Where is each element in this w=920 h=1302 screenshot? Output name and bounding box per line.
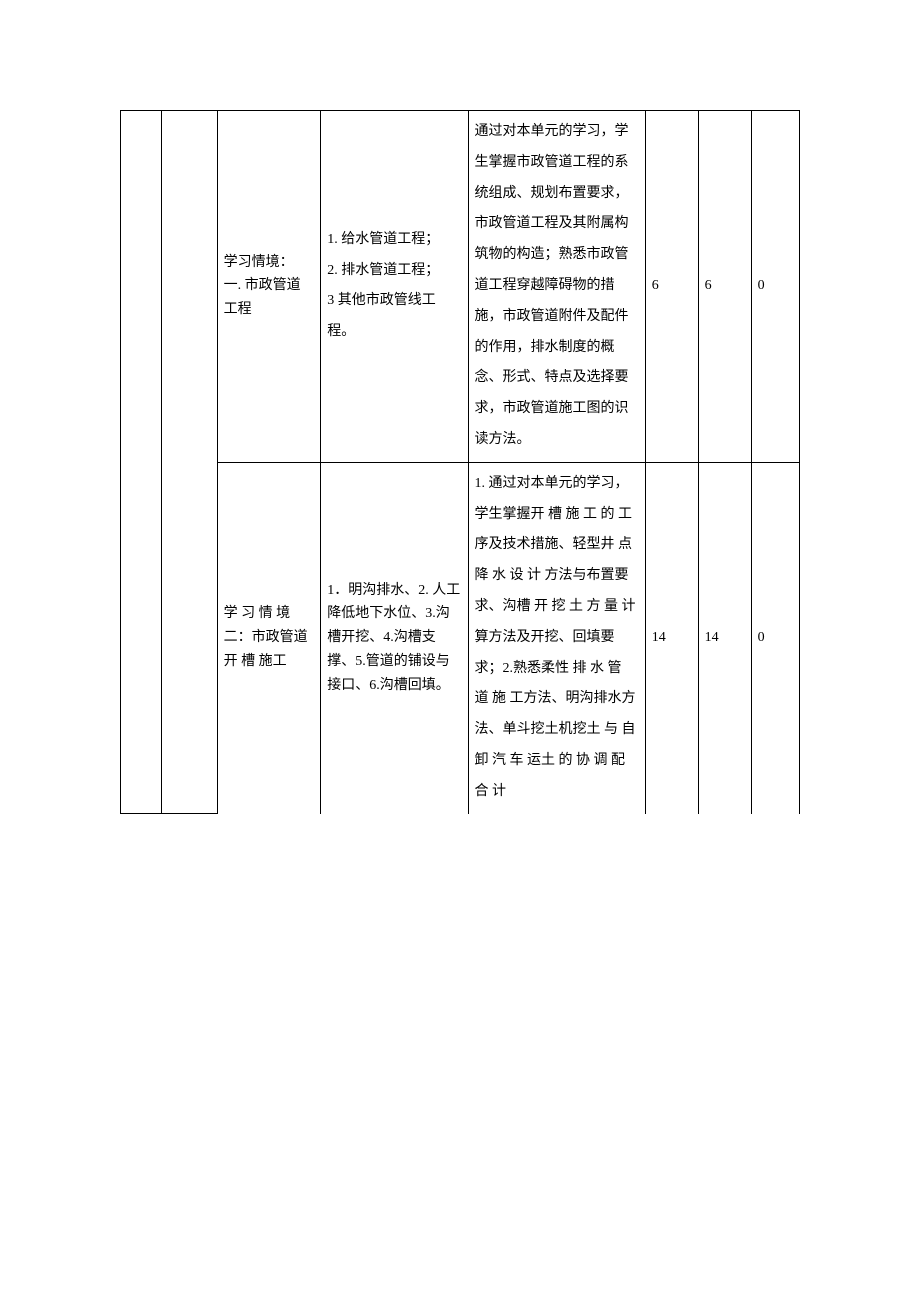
hours-total-cell: 6 bbox=[645, 111, 698, 463]
objective-cell: 通过对本单元的学习，学生掌握市政管道工程的系统组成、规划布置要求，市政管道工程及… bbox=[468, 111, 645, 463]
curriculum-table: 学习情境： 一. 市政管道工程 1. 给水管道工程； 2. 排水管道工程； 3 … bbox=[120, 110, 800, 814]
hours-theory-cell: 6 bbox=[698, 111, 751, 463]
table-row: 学习情境： 一. 市政管道工程 1. 给水管道工程； 2. 排水管道工程； 3 … bbox=[121, 111, 800, 463]
hours-total-cell: 14 bbox=[645, 462, 698, 813]
objective-cell: 1. 通过对本单元的学习，学生掌握开 槽 施 工 的 工 序及技术措施、轻型井 … bbox=[468, 462, 645, 813]
content-cell: 1. 给水管道工程； 2. 排水管道工程； 3 其他市政管线工程。 bbox=[321, 111, 468, 463]
cell-empty-1 bbox=[162, 111, 217, 814]
document-page: 学习情境： 一. 市政管道工程 1. 给水管道工程； 2. 排水管道工程； 3 … bbox=[0, 0, 920, 904]
context-title-cell: 学习情境： 一. 市政管道工程 bbox=[217, 111, 321, 463]
table-row: 学 习 情 境二：市政管道 开 槽 施工 1．明沟排水、2. 人工降低地下水位、… bbox=[121, 462, 800, 813]
hours-theory-cell: 14 bbox=[698, 462, 751, 813]
hours-practice-cell: 0 bbox=[751, 111, 799, 463]
content-cell: 1．明沟排水、2. 人工降低地下水位、3.沟槽开挖、4.沟槽支撑、5.管道的铺设… bbox=[321, 462, 468, 813]
hours-practice-cell: 0 bbox=[751, 462, 799, 813]
context-title-cell: 学 习 情 境二：市政管道 开 槽 施工 bbox=[217, 462, 321, 813]
cell-empty-0 bbox=[121, 111, 162, 814]
